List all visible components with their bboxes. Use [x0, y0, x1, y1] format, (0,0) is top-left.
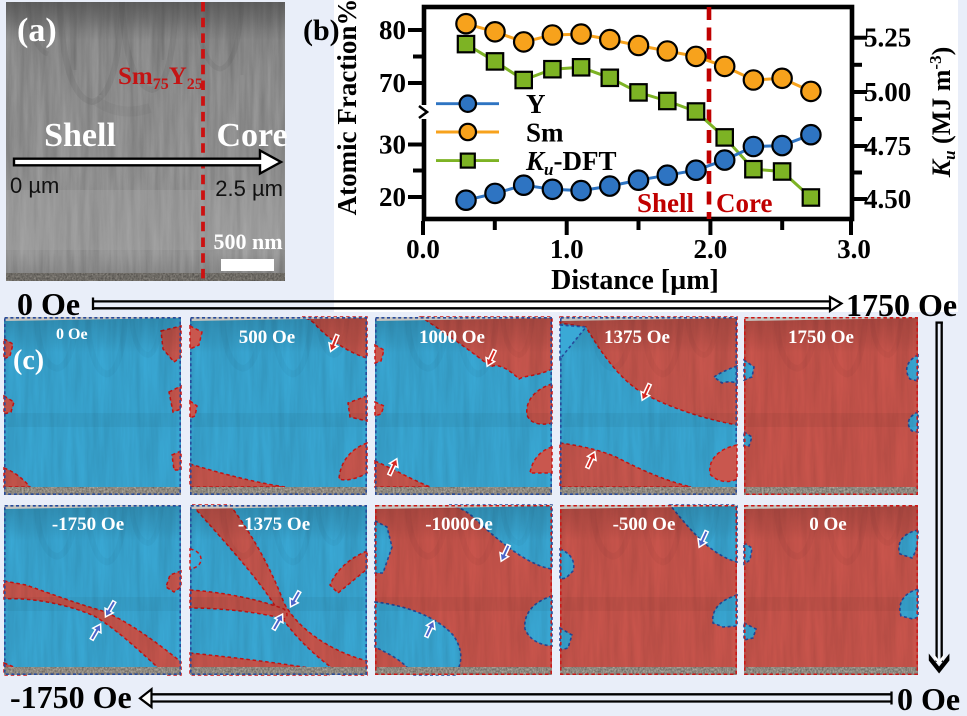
svg-text:-1750 Oe: -1750 Oe [52, 514, 124, 535]
svg-text:4.75: 4.75 [864, 131, 911, 161]
svg-text:3.0: 3.0 [837, 234, 871, 264]
svg-text:0 Oe: 0 Oe [809, 514, 846, 535]
svg-text:30: 30 [379, 130, 406, 160]
svg-text:-500 Oe: -500 Oe [613, 514, 676, 535]
svg-text:Atomic Fraction%: Atomic Fraction% [332, 0, 362, 215]
svg-text:-1375 Oe: -1375 Oe [238, 514, 310, 535]
svg-text:-1000Oe: -1000Oe [425, 514, 493, 535]
svg-text:1375 Oe: 1375 Oe [604, 327, 670, 348]
svg-text:80: 80 [379, 15, 406, 45]
svg-text:5.25: 5.25 [864, 23, 911, 53]
svg-text:Ku (MJ m-3): Ku (MJ m-3) [926, 47, 959, 179]
svg-text:Shell: Shell [44, 117, 116, 154]
svg-text:2.5 µm: 2.5 µm [215, 176, 283, 201]
svg-text:1750 Oe: 1750 Oe [788, 327, 854, 348]
svg-text:20: 20 [379, 182, 406, 212]
svg-text:500 Oe: 500 Oe [239, 327, 295, 348]
svg-text:0 Oe: 0 Oe [17, 286, 80, 322]
svg-text:Core: Core [716, 188, 772, 218]
svg-text:1.0: 1.0 [550, 234, 584, 264]
svg-text:Core: Core [216, 117, 287, 154]
svg-text:70: 70 [379, 68, 406, 98]
svg-text:0 µm: 0 µm [10, 173, 59, 198]
svg-text:Y: Y [526, 89, 546, 119]
svg-text:500 nm: 500 nm [213, 229, 282, 254]
svg-text:Shell: Shell [637, 188, 695, 218]
svg-text:0 Oe: 0 Oe [56, 326, 88, 343]
svg-text:Sm: Sm [526, 118, 564, 148]
svg-text:5.00: 5.00 [864, 77, 911, 107]
svg-text:(b): (b) [303, 14, 340, 47]
svg-text:2.0: 2.0 [694, 234, 728, 264]
svg-text:0 Oe: 0 Oe [897, 681, 960, 716]
svg-text:Ku-DFT: Ku-DFT [525, 146, 616, 179]
svg-text:(c): (c) [13, 345, 44, 376]
svg-text:-1750 Oe: -1750 Oe [10, 679, 132, 715]
svg-text:1000 Oe: 1000 Oe [419, 327, 485, 348]
svg-text:(a): (a) [17, 12, 57, 49]
svg-text:0.0: 0.0 [406, 234, 440, 264]
svg-text:4.50: 4.50 [864, 184, 911, 214]
svg-text:Distance [µm]: Distance [µm] [551, 265, 719, 296]
